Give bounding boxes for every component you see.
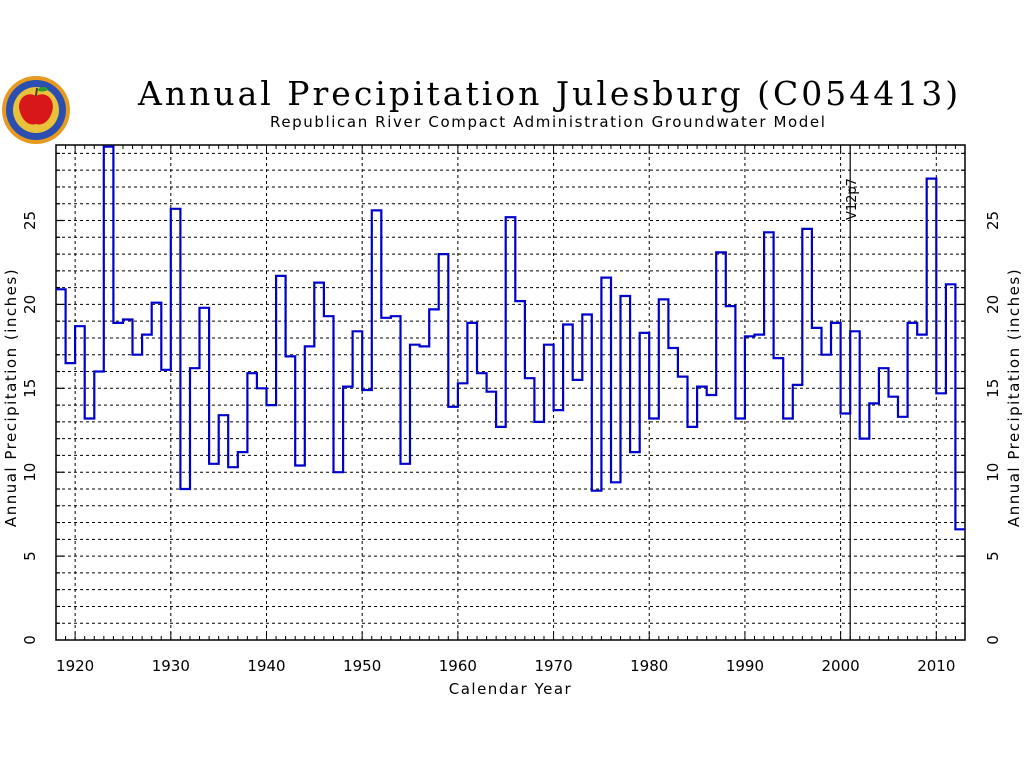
agency-seal-apple-icon — [2, 76, 70, 144]
chart-title: Annual Precipitation Julesburg (C054413) — [138, 74, 962, 113]
x-axis-label: Calendar Year — [449, 680, 572, 698]
precipitation-step-line — [56, 145, 965, 531]
y-tick-label-left: 5 — [21, 551, 39, 561]
x-tick-label: 2000 — [822, 657, 860, 675]
x-tick-label: 1960 — [439, 657, 477, 675]
y-tick-label-right: 15 — [984, 379, 1002, 398]
x-tick-label: 1940 — [247, 657, 285, 675]
annotation-label: V12p7 — [845, 178, 860, 220]
y-axis-label-left: Annual Precipitation (inches) — [2, 268, 20, 527]
x-tick-label: 1990 — [726, 657, 764, 675]
y-tick-label-left: 25 — [21, 211, 39, 230]
x-tick-label: 1950 — [343, 657, 381, 675]
plot-marks — [56, 145, 965, 531]
chart-subtitle: Republican River Compact Administration … — [270, 113, 827, 131]
grid-lines — [55, 144, 966, 641]
y-tick-label-left: 0 — [21, 635, 39, 645]
y-axis-label-right: Annual Precipitation (inches) — [1005, 268, 1023, 527]
y-tick-label-right: 25 — [984, 211, 1002, 230]
y-tick-label-right: 20 — [984, 295, 1002, 314]
x-tick-label: 1980 — [630, 657, 668, 675]
x-tick-label: 1920 — [56, 657, 94, 675]
y-tick-label-left: 15 — [21, 379, 39, 398]
y-tick-label-right: 0 — [984, 635, 1002, 645]
y-tick-label-right: 5 — [984, 551, 1002, 561]
x-tick-label: 2010 — [917, 657, 955, 675]
plot-labels: V12p7 0 0 5 5 10 10 15 15 20 20 25 25 1920 1930 1940 195… — [2, 178, 1023, 698]
x-tick-label: 1930 — [152, 657, 190, 675]
y-tick-label-left: 10 — [21, 463, 39, 482]
plot-frame — [55, 144, 966, 641]
y-tick-label-right: 10 — [984, 463, 1002, 482]
y-tick-label-left: 20 — [21, 295, 39, 314]
x-tick-label: 1970 — [534, 657, 572, 675]
